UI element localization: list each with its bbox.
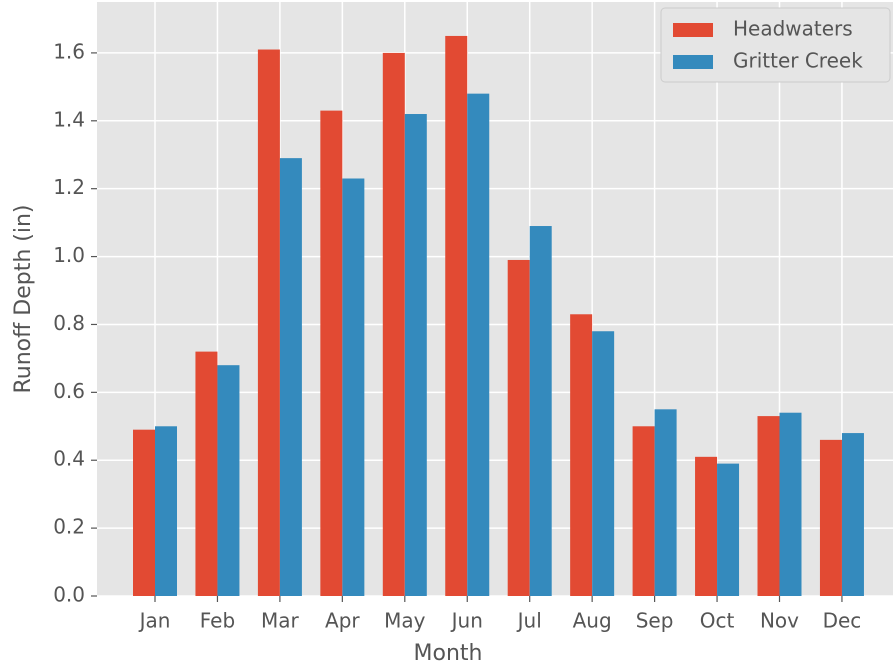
y-tick-label: 0.6 <box>53 379 85 403</box>
x-axis-label: Month <box>414 641 483 666</box>
x-tick-label: Sep <box>636 609 674 633</box>
bar <box>195 351 218 596</box>
bar <box>217 365 240 596</box>
bar <box>320 110 343 597</box>
bar <box>654 409 677 596</box>
x-tick-label: Jul <box>516 609 542 633</box>
bar <box>404 114 427 597</box>
legend-swatch <box>673 23 713 37</box>
y-tick-label: 0.4 <box>53 447 85 471</box>
bar <box>717 463 740 596</box>
y-tick-label: 1.2 <box>53 175 85 199</box>
bar <box>592 331 615 596</box>
x-tick-label: Nov <box>760 609 799 633</box>
legend-label: Gritter Creek <box>733 49 863 73</box>
legend-label: Headwaters <box>733 17 853 41</box>
bar <box>570 314 593 596</box>
bar <box>342 178 365 596</box>
x-tick-label: Jun <box>450 609 483 633</box>
bar <box>819 439 842 596</box>
y-tick-label: 0.8 <box>53 311 85 335</box>
bar <box>445 35 468 596</box>
x-tick-label: Dec <box>823 609 862 633</box>
x-tick-label: Jan <box>138 609 171 633</box>
y-tick-label: 1.0 <box>53 243 85 267</box>
bar <box>632 426 655 596</box>
bar <box>507 259 530 596</box>
y-axis-label: Runoff Depth (in) <box>11 204 36 393</box>
bar <box>757 416 780 596</box>
bar <box>155 426 177 596</box>
bar <box>279 158 302 596</box>
x-tick-label: Oct <box>700 609 735 633</box>
bar <box>695 456 718 596</box>
legend-box <box>660 7 891 83</box>
bar <box>841 433 864 596</box>
bar <box>133 429 155 596</box>
y-tick-label: 1.4 <box>53 107 85 131</box>
y-tick-label: 1.6 <box>53 39 85 63</box>
x-tick-label: May <box>384 609 426 633</box>
bar <box>467 93 490 596</box>
bar <box>257 49 280 596</box>
x-tick-label: Apr <box>325 609 360 633</box>
x-tick-label: Aug <box>573 609 612 633</box>
x-tick-label: Mar <box>261 609 300 633</box>
bar <box>529 226 552 596</box>
bar <box>779 412 802 596</box>
bar <box>382 52 405 596</box>
y-tick-label: 0.0 <box>53 583 85 607</box>
x-tick-label: Feb <box>200 609 235 633</box>
legend-swatch <box>673 55 713 69</box>
y-tick-label: 0.2 <box>53 515 85 539</box>
